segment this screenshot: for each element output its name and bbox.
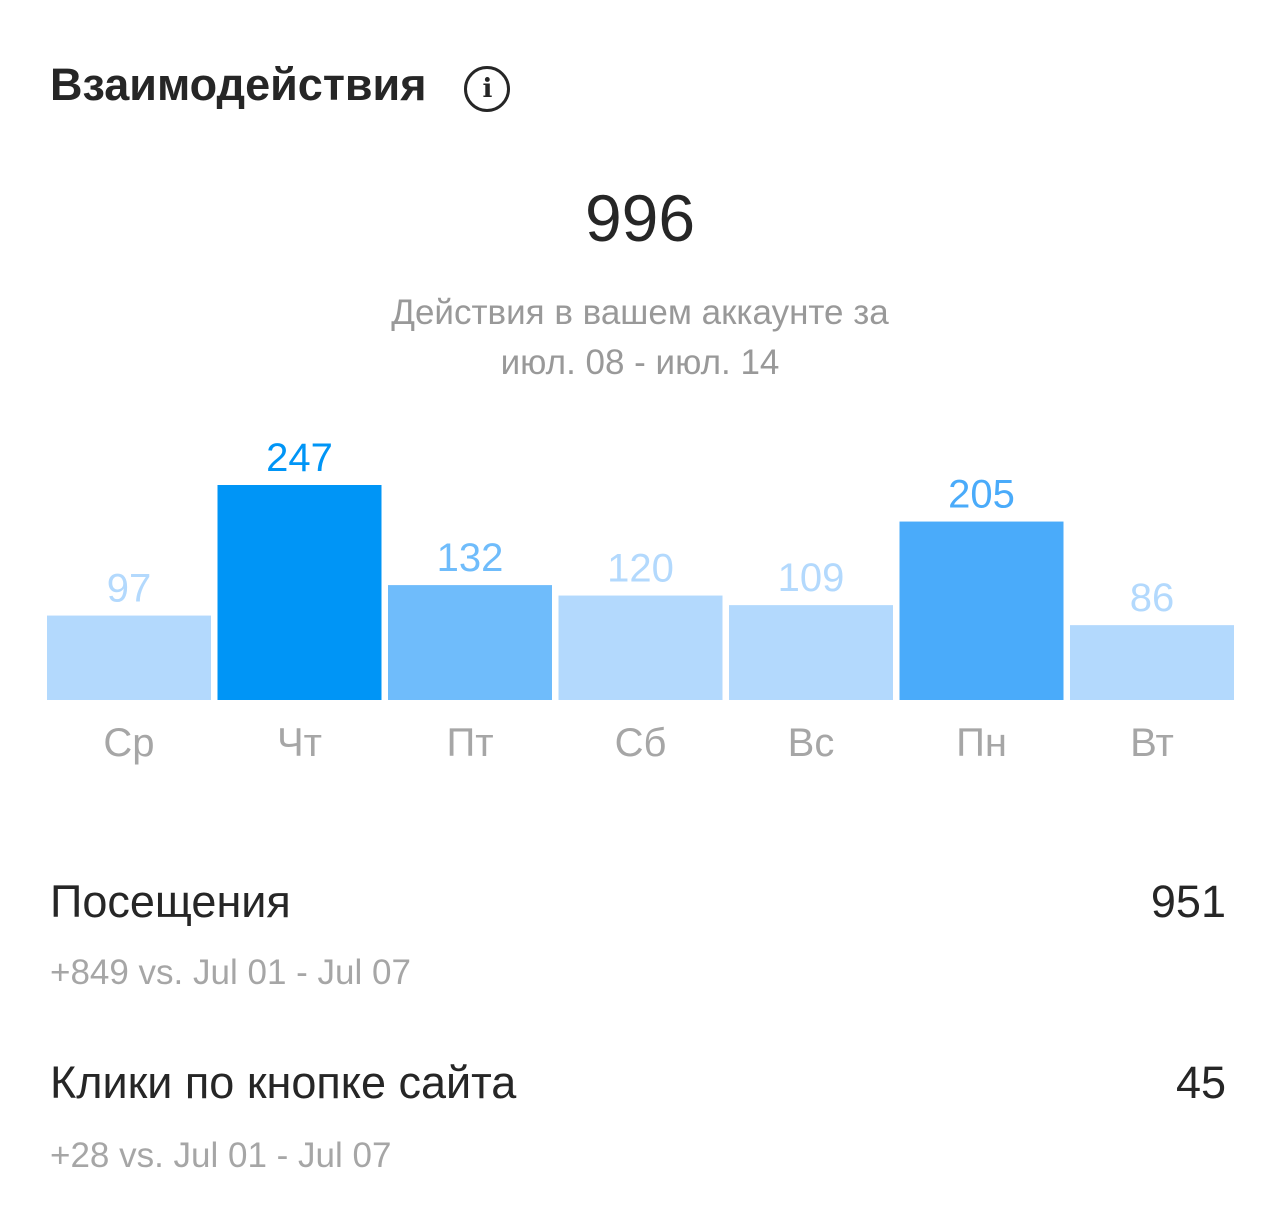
day-label-2: Пт bbox=[446, 721, 493, 765]
bar-value-label-1: 247 bbox=[266, 436, 333, 480]
metric-visits-value: 951 bbox=[1150, 876, 1226, 927]
bar-value-label-6: 86 bbox=[1130, 576, 1175, 620]
day-label-1: Чт bbox=[277, 721, 322, 765]
bar-value-label-0: 97 bbox=[107, 567, 152, 611]
section-title: Взаимодействия bbox=[50, 59, 427, 110]
total-interactions: 996 bbox=[584, 181, 696, 255]
bar-value-label-3: 120 bbox=[607, 547, 674, 591]
bar-1[interactable] bbox=[217, 485, 382, 700]
bar-4[interactable] bbox=[729, 605, 893, 700]
metric-visits-label: Посещения bbox=[50, 876, 291, 927]
day-label-0: Ср bbox=[103, 721, 154, 765]
day-label-5: Пн bbox=[956, 721, 1007, 765]
metric-website-clicks-compare: +28 vs. Jul 01 - Jul 07 bbox=[50, 1136, 392, 1175]
metric-website-clicks-label: Клики по кнопке сайта bbox=[50, 1057, 517, 1108]
metric-visits-compare: +849 vs. Jul 01 - Jul 07 bbox=[50, 953, 411, 992]
header: Взаимодействия i bbox=[50, 50, 511, 120]
subtitle-line-2: июл. 08 - июл. 14 bbox=[500, 343, 780, 382]
day-label-4: Вс bbox=[788, 721, 835, 765]
subtitle-line-1: Действия в вашем аккаунте за bbox=[391, 293, 889, 332]
bar-0[interactable] bbox=[47, 615, 211, 700]
interactions-bar-chart: 97 Ср 247 Чт 132 Пт 120 Сб 109 Вс 205 Пн 86 Вт bbox=[47, 436, 1234, 765]
bar-3[interactable] bbox=[558, 595, 723, 700]
info-icon[interactable]: i bbox=[464, 66, 511, 112]
bar-5[interactable] bbox=[899, 521, 1064, 700]
bar-value-label-4: 109 bbox=[778, 556, 845, 600]
bar-2[interactable] bbox=[388, 585, 552, 700]
metric-website-clicks-value: 45 bbox=[1175, 1057, 1226, 1108]
day-label-6: Вт bbox=[1130, 721, 1174, 765]
period-subtitle: Действия в вашем аккаунте за июл. 08 - и… bbox=[0, 288, 1280, 388]
day-label-3: Сб bbox=[615, 721, 667, 765]
bar-value-label-5: 205 bbox=[948, 473, 1015, 517]
bar-value-label-2: 132 bbox=[437, 536, 504, 580]
bar-6[interactable] bbox=[1070, 625, 1234, 700]
